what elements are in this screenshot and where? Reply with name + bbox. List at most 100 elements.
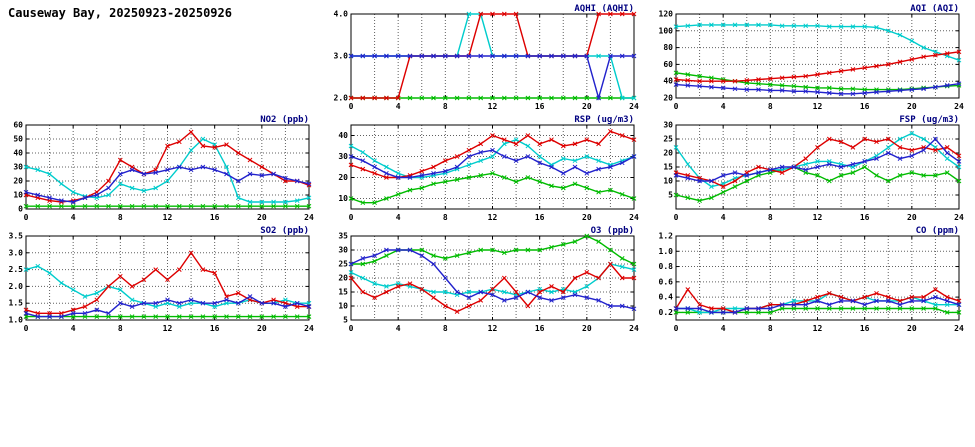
y-tick-label: 30 <box>338 152 348 161</box>
y-tick-label: 4.0 <box>334 10 349 19</box>
y-tick-label: 30 <box>13 163 23 172</box>
chart-title: CO (ppm) <box>916 226 959 236</box>
y-tick-label: 25 <box>663 135 673 144</box>
series-markers-blue <box>348 147 637 180</box>
x-tick-label: 24 <box>954 213 964 222</box>
x-tick-label: 20 <box>582 213 592 222</box>
series-markers-blue <box>673 136 962 184</box>
x-tick-label: 20 <box>907 324 917 333</box>
y-tick-label: 5 <box>668 191 673 200</box>
chart-aqi: 0 4 8 12 16 20 24 20 40 60 80 100 120 AQI (AQI) <box>650 2 975 113</box>
x-tick-label: 0 <box>349 213 354 222</box>
y-tick-label: 2.0 <box>9 282 24 291</box>
y-tick-label: 40 <box>13 149 23 158</box>
x-tick-label: 12 <box>813 102 823 111</box>
y-tick-label: 1.0 <box>9 316 24 325</box>
y-tick-label: 3.0 <box>334 52 349 61</box>
x-tick-label: 8 <box>443 324 448 333</box>
y-tick-label: 3.5 <box>9 232 24 241</box>
series-markers-blue <box>348 53 637 101</box>
page-title: Causeway Bay, 20250923-20250926 <box>8 6 232 20</box>
x-tick-label: 0 <box>674 213 679 222</box>
x-tick-label: 16 <box>860 324 870 333</box>
y-tick-label: 30 <box>338 246 348 255</box>
x-tick-label: 20 <box>257 324 267 333</box>
x-tick-label: 0 <box>349 324 354 333</box>
x-tick-label: 4 <box>721 324 726 333</box>
y-tick-label: 0 <box>18 205 23 214</box>
chart-title: NO2 (ppb) <box>260 115 309 125</box>
chart-o3: 0 4 8 12 16 20 24 5 10 15 20 25 30 35 O3 (ppb) <box>325 224 650 335</box>
x-tick-label: 12 <box>163 213 173 222</box>
x-tick-label: 0 <box>674 324 679 333</box>
series-markers-red <box>673 49 962 84</box>
x-tick-label: 16 <box>535 324 545 333</box>
chart-title: AQI (AQI) <box>910 4 959 14</box>
series-line-blue <box>25 166 310 203</box>
x-tick-label: 20 <box>907 213 917 222</box>
x-tick-label: 4 <box>71 324 76 333</box>
series-markers-green <box>348 170 637 206</box>
series-markers-red <box>348 128 637 180</box>
chart-svg: 0 4 8 12 16 20 24 1.0 1.5 2.0 2.5 3.0 3.5 SO2 (ppb) <box>9 226 314 333</box>
y-tick-label: 0.4 <box>659 293 674 302</box>
x-tick-label: 16 <box>535 213 545 222</box>
chart-svg: 0 4 8 12 16 20 24 5 10 15 20 25 30 FSP (ug/m3) <box>663 115 964 222</box>
chart-svg: 0 4 8 12 16 20 24 5 10 15 20 25 30 35 O3 (ppb) <box>338 226 639 333</box>
x-tick-label: 12 <box>488 324 498 333</box>
y-tick-label: 0.6 <box>659 277 674 286</box>
x-tick-label: 12 <box>488 102 498 111</box>
series-markers-green <box>673 164 962 203</box>
series-line-cyan <box>675 132 960 188</box>
x-tick-label: 8 <box>768 324 773 333</box>
x-tick-label: 16 <box>210 324 220 333</box>
x-tick-label: 0 <box>24 213 29 222</box>
chart-so2: 0 4 8 12 16 20 24 1.0 1.5 2.0 2.5 3.0 3.5 SO2 (ppb) <box>0 224 325 335</box>
series-markers-blue <box>23 164 312 205</box>
chart-no2: 0 4 8 12 16 20 24 0 10 20 30 40 50 60 NO2 (ppb) <box>0 113 325 224</box>
series-markers-blue <box>673 81 962 97</box>
y-tick-label: 60 <box>13 121 23 130</box>
x-tick-label: 4 <box>396 102 401 111</box>
x-tick-label: 16 <box>210 213 220 222</box>
series-markers-blue <box>673 294 962 315</box>
x-tick-label: 12 <box>488 213 498 222</box>
x-tick-label: 8 <box>443 102 448 111</box>
series-markers-blue <box>23 294 312 319</box>
x-tick-label: 4 <box>721 102 726 111</box>
y-tick-label: 0.8 <box>659 262 674 271</box>
y-tick-label: 20 <box>663 94 673 103</box>
x-tick-label: 12 <box>813 213 823 222</box>
x-tick-label: 4 <box>721 213 726 222</box>
title-cell: Causeway Bay, 20250923-20250926 <box>0 2 325 113</box>
x-tick-label: 12 <box>163 324 173 333</box>
series-markers-cyan <box>673 131 962 189</box>
y-tick-label: 10 <box>338 194 348 203</box>
chart-svg: 0 4 8 12 16 20 24 10 20 30 40 RSP (ug/m3) <box>338 115 639 222</box>
x-tick-label: 16 <box>860 102 870 111</box>
y-tick-label: 0.2 <box>659 308 674 317</box>
chart-rsp: 0 4 8 12 16 20 24 10 20 30 40 RSP (ug/m3) <box>325 113 650 224</box>
chart-aqhi: 0 4 8 12 16 20 24 2.0 3.0 4.0 AQHI (AQHI) <box>325 2 650 113</box>
x-tick-label: 8 <box>443 213 448 222</box>
x-tick-label: 20 <box>907 102 917 111</box>
y-tick-label: 20 <box>663 149 673 158</box>
y-tick-label: 20 <box>338 274 348 283</box>
y-tick-label: 25 <box>338 260 348 269</box>
series-line-red <box>25 251 309 315</box>
y-tick-label: 15 <box>338 288 348 297</box>
y-tick-label: 1.0 <box>659 247 674 256</box>
series-markers-green <box>23 203 312 209</box>
x-tick-label: 8 <box>118 213 123 222</box>
x-tick-label: 8 <box>768 213 773 222</box>
x-tick-label: 24 <box>954 324 964 333</box>
x-tick-label: 24 <box>304 213 314 222</box>
y-tick-label: 3.0 <box>9 248 24 257</box>
y-tick-label: 1.5 <box>9 299 24 308</box>
series-markers-red <box>348 261 637 314</box>
chart-title: AQHI (AQHI) <box>574 4 634 14</box>
x-tick-label: 0 <box>349 102 354 111</box>
x-tick-label: 8 <box>768 102 773 111</box>
chart-title: O3 (ppb) <box>591 226 634 236</box>
y-tick-label: 2.0 <box>334 94 349 103</box>
